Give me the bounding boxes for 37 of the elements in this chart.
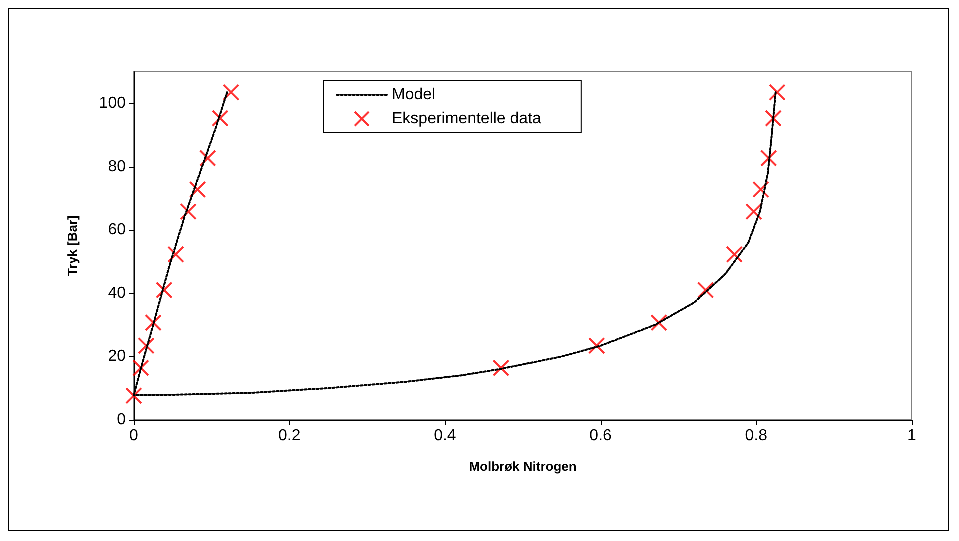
point	[144, 314, 162, 332]
point	[752, 181, 770, 198]
y-tick-label: 100	[99, 95, 126, 112]
point	[138, 337, 155, 354]
point	[760, 150, 778, 167]
y-tick-label: 40	[108, 284, 126, 302]
x-tick-label: 0.2	[278, 428, 301, 444]
point	[126, 387, 142, 404]
legend-label: Model	[392, 86, 436, 104]
legend-label: Eksperimentelle data	[392, 110, 542, 128]
point	[132, 360, 150, 377]
point	[189, 181, 206, 198]
x-tick-label: 0	[130, 428, 139, 444]
x-tick-label: 0.6	[590, 428, 612, 444]
point	[156, 282, 173, 299]
point	[746, 203, 763, 220]
point	[199, 150, 216, 167]
x-tick-label: 0.4	[434, 428, 456, 444]
point	[492, 360, 510, 377]
y-axis-title: Tryk [Bar]	[65, 216, 80, 276]
x-tick-label: 1	[908, 428, 917, 444]
point	[768, 84, 786, 102]
x-tick-label: 0.8	[745, 428, 768, 444]
point	[180, 203, 197, 220]
x-axis-title: Molbrøk Nitrogen	[469, 459, 577, 474]
point	[588, 337, 606, 354]
y-tick-label: 80	[108, 158, 126, 176]
y-tick-label: 0	[117, 412, 126, 428]
y-tick-label: 60	[108, 222, 126, 239]
y-tick-label: 20	[108, 348, 126, 366]
point	[726, 246, 744, 264]
point	[212, 110, 229, 128]
point	[650, 314, 668, 332]
point	[222, 84, 240, 102]
point	[697, 282, 714, 299]
point	[168, 246, 185, 264]
point	[765, 110, 782, 128]
